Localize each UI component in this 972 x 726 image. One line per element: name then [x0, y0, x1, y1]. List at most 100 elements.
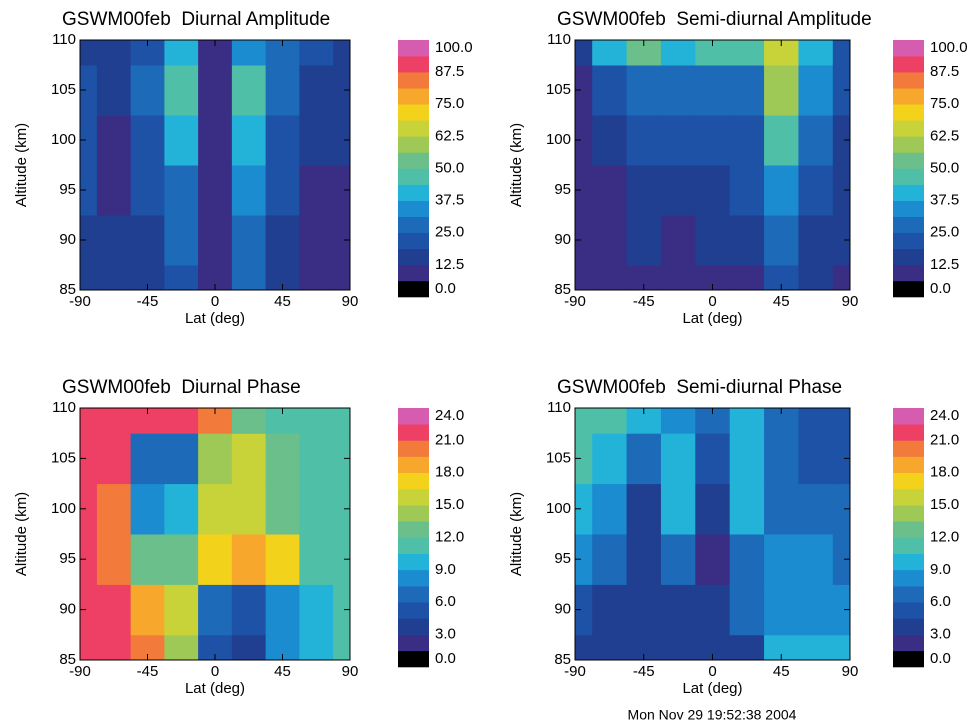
colorbar-band [893, 88, 924, 105]
cell [299, 634, 334, 661]
cell [96, 584, 132, 636]
colorbar-label: 15.0 [930, 496, 959, 513]
cell [575, 215, 593, 266]
y-tick-label: 90 [554, 231, 571, 248]
colorbar-band [398, 569, 429, 587]
cell [764, 483, 799, 535]
cell [832, 40, 851, 66]
x-axis-label: Lat (deg) [185, 310, 245, 327]
cell [299, 215, 334, 266]
y-tick-label: 85 [554, 651, 571, 668]
cell [231, 584, 267, 636]
cell [130, 65, 165, 116]
cell [96, 483, 132, 535]
colorbar-band [398, 505, 429, 522]
cell [798, 584, 834, 636]
colorbar-band [398, 168, 429, 185]
colorbar-band [893, 72, 924, 89]
colorbar-band [398, 440, 429, 457]
colorbar-band [398, 200, 429, 217]
cell [96, 534, 132, 585]
cell [231, 215, 267, 266]
cell [764, 165, 799, 216]
cell [299, 408, 334, 434]
x-tick-label: -45 [633, 293, 655, 310]
colorbar-label: 87.5 [930, 63, 959, 80]
cell [695, 483, 731, 535]
cell [832, 265, 851, 291]
cell [729, 534, 765, 585]
cell [764, 433, 799, 485]
cell [575, 65, 593, 116]
cell [626, 115, 662, 166]
cell [592, 165, 628, 216]
cell [231, 265, 267, 291]
cell [660, 265, 696, 291]
colorbar-label: 18.0 [930, 464, 959, 481]
cell [660, 634, 696, 661]
y-tick-label: 100 [51, 131, 76, 148]
colorbar-label: 15.0 [435, 496, 464, 513]
cell [832, 483, 851, 535]
x-tick-label: -90 [564, 663, 586, 680]
cell [96, 408, 132, 434]
colorbar-band [398, 216, 429, 234]
colorbar-label: 21.0 [930, 431, 959, 448]
colorbar-label: 0.0 [435, 280, 456, 297]
x-tick-label: 45 [274, 663, 291, 680]
colorbar-label: 87.5 [435, 63, 464, 80]
cell [130, 215, 165, 266]
cell [729, 215, 765, 266]
cell [231, 534, 267, 585]
colorbar-band [893, 408, 924, 425]
cell [231, 408, 267, 434]
cell [164, 115, 199, 166]
cell [265, 165, 300, 216]
colorbar-band [893, 216, 924, 234]
cell [626, 165, 662, 216]
cell [798, 634, 834, 661]
x-tick-label: 0 [708, 663, 716, 680]
cell [130, 534, 165, 585]
colorbar-band [398, 456, 429, 474]
colorbar-label: 12.5 [435, 256, 464, 273]
y-tick-label: 110 [52, 399, 76, 416]
cell [198, 215, 233, 266]
x-tick-label: 90 [842, 663, 859, 680]
cell [832, 408, 851, 434]
cell [164, 165, 199, 216]
cell [575, 634, 593, 661]
colorbar-band [893, 505, 924, 522]
cell [695, 115, 731, 166]
cell [96, 433, 132, 485]
cell [231, 65, 267, 116]
colorbar-band [398, 553, 429, 571]
cell [164, 534, 199, 585]
cell [96, 265, 132, 291]
colorbar-band [398, 537, 429, 554]
cell [575, 534, 593, 585]
colorbar-band [398, 248, 429, 266]
colorbar-label: 0.0 [930, 650, 951, 667]
cell [265, 534, 300, 585]
cell [80, 634, 98, 661]
cell [729, 65, 765, 116]
x-axis-label: Lat (deg) [682, 680, 742, 697]
cell [299, 165, 334, 216]
cell [231, 483, 267, 535]
colorbar-band [893, 440, 924, 457]
cell [729, 165, 765, 216]
cell [198, 433, 233, 485]
colorbar-label: 18.0 [435, 464, 464, 481]
cell [80, 483, 98, 535]
colorbar-band [398, 472, 429, 490]
cell [333, 634, 351, 661]
y-tick-label: 100 [51, 500, 76, 517]
cell [626, 584, 662, 636]
cell [798, 433, 834, 485]
cell [198, 115, 233, 166]
colorbar-band [893, 521, 924, 538]
y-tick-label: 95 [554, 181, 571, 198]
y-tick-label: 110 [547, 31, 571, 48]
cell [798, 265, 834, 291]
